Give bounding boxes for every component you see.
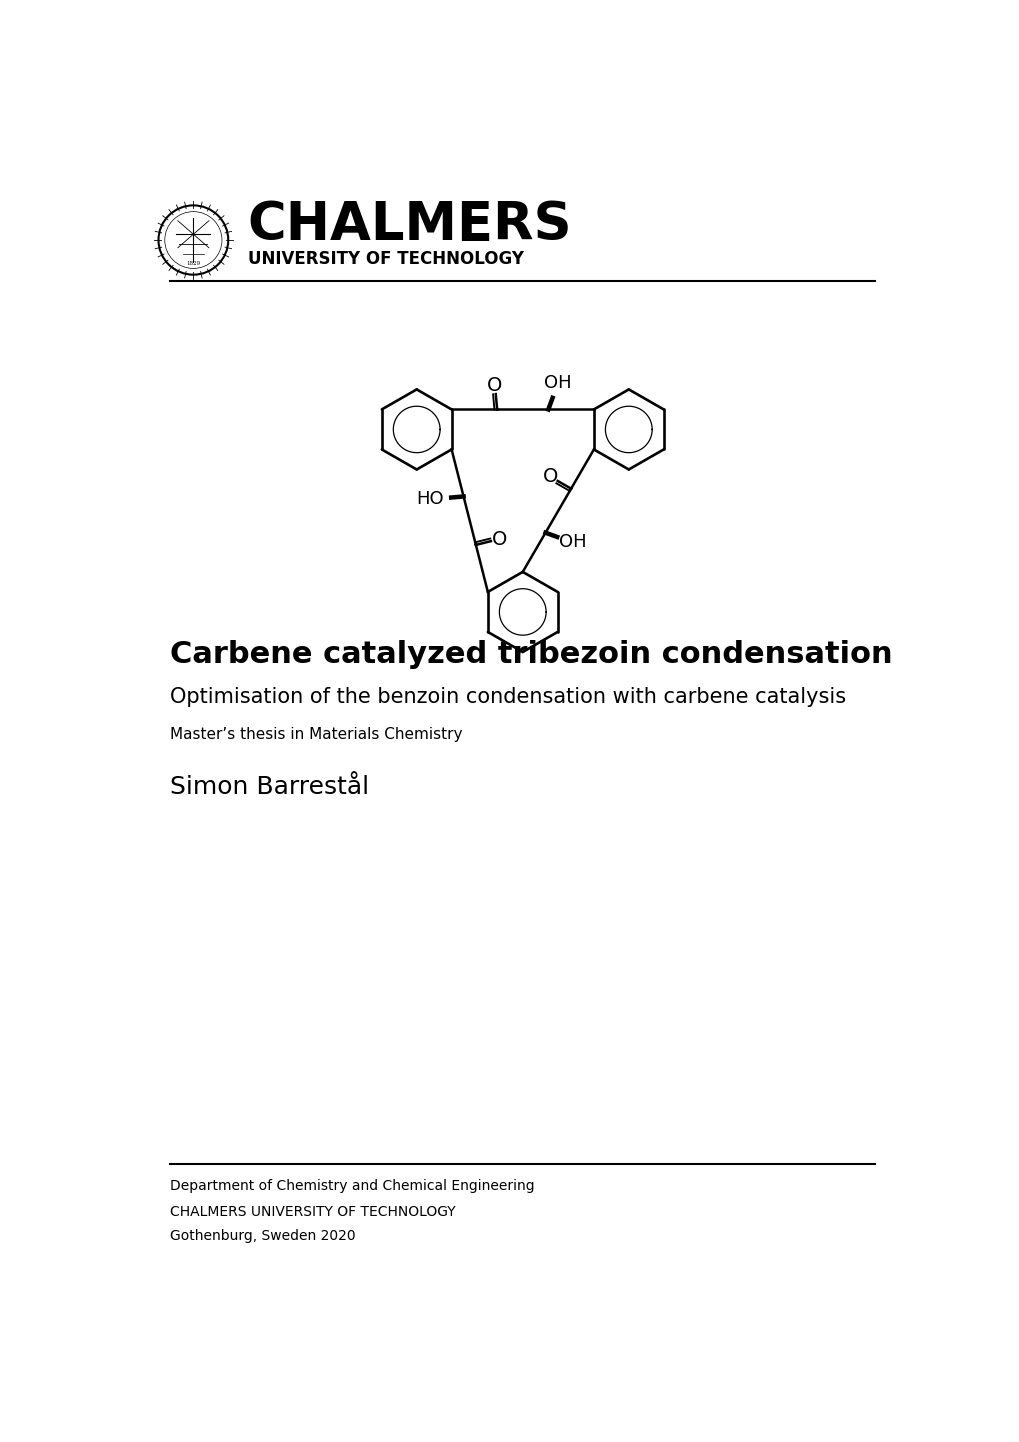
Text: Simon Barrestål: Simon Barrestål bbox=[170, 776, 369, 799]
Text: HO: HO bbox=[416, 490, 443, 509]
Text: O: O bbox=[542, 467, 557, 486]
Text: Carbene catalyzed tribezoin condensation: Carbene catalyzed tribezoin condensation bbox=[170, 640, 892, 669]
Text: Gothenburg, Sweden 2020: Gothenburg, Sweden 2020 bbox=[170, 1230, 356, 1243]
Text: OH: OH bbox=[558, 534, 586, 551]
Text: CHALMERS: CHALMERS bbox=[248, 199, 572, 251]
Text: OH: OH bbox=[544, 373, 572, 392]
Text: O: O bbox=[491, 529, 506, 548]
Text: Optimisation of the benzoin condensation with carbene catalysis: Optimisation of the benzoin condensation… bbox=[170, 686, 846, 707]
Text: 1829: 1829 bbox=[186, 261, 201, 265]
Text: Master’s thesis in Materials Chemistry: Master’s thesis in Materials Chemistry bbox=[170, 727, 463, 741]
Text: UNIVERSITY OF TECHNOLOGY: UNIVERSITY OF TECHNOLOGY bbox=[248, 251, 523, 268]
Text: Department of Chemistry and Chemical Engineering: Department of Chemistry and Chemical Eng… bbox=[170, 1180, 534, 1194]
Text: O: O bbox=[487, 376, 502, 395]
Text: CHALMERS UNIVERSITY OF TECHNOLOGY: CHALMERS UNIVERSITY OF TECHNOLOGY bbox=[170, 1206, 455, 1218]
